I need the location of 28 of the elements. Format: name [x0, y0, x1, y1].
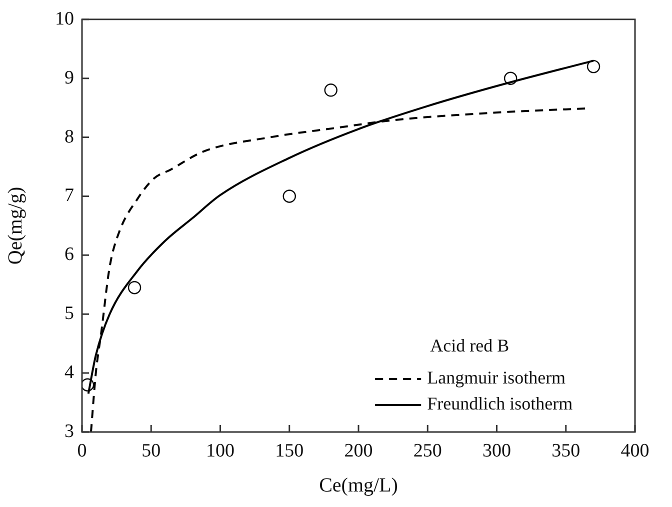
y-tick-label: 6 [64, 244, 74, 266]
x-tick-label: 100 [206, 440, 234, 462]
y-tick-label: 3 [64, 420, 74, 442]
y-tick-label: 4 [64, 362, 74, 384]
point [504, 72, 518, 85]
x-axis-title: Ce(mg/L) [319, 474, 398, 496]
legend-title: Acid red B [430, 336, 510, 356]
point [128, 280, 142, 294]
x-tick-label: 150 [275, 440, 304, 462]
x-tick-label: 0 [77, 440, 87, 462]
x-tick-label: 250 [413, 440, 442, 462]
point [586, 60, 600, 74]
x-tick-label: 300 [482, 440, 511, 462]
point [282, 190, 296, 203]
legend-label: Langmuir isotherm [427, 368, 566, 388]
point [324, 84, 338, 97]
y-axis-title: Qe(mg/g) [4, 186, 26, 265]
y-tick-label: 8 [64, 126, 74, 148]
y-tick-label: 10 [55, 8, 74, 30]
x-tick-label: 50 [142, 440, 161, 462]
x-tick-label: 350 [552, 440, 580, 462]
y-tick-label: 9 [64, 67, 74, 88]
y-tick-label: 7 [64, 185, 74, 206]
x-tick-label: 200 [344, 440, 373, 462]
point [82, 378, 94, 392]
x-tick-label: 400 [620, 440, 650, 462]
y-tick-label: 5 [64, 303, 74, 324]
legend-label: Freundlich isotherm [427, 394, 573, 414]
